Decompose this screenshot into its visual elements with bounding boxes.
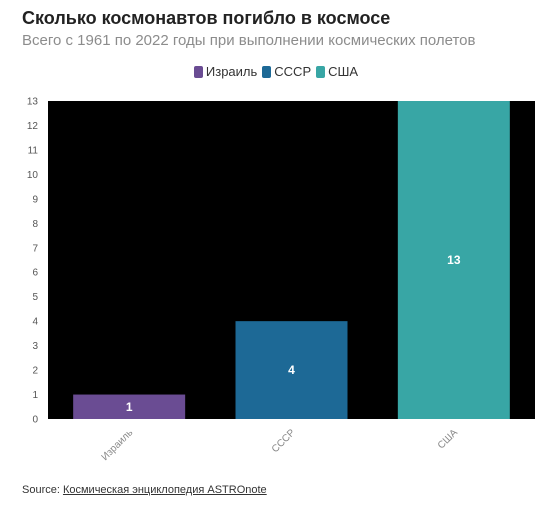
chart-subtitle: Всего с 1961 по 2022 годы при выполнении…: [22, 32, 476, 49]
x-tick-label-2: США: [436, 427, 460, 451]
chart-legend: Израиль СССР США: [0, 64, 557, 79]
legend-swatch-ussr: [262, 65, 272, 78]
y-tick-label-9: 9: [32, 194, 38, 205]
legend-swatch-usa: [316, 65, 326, 78]
y-tick-label-2: 2: [32, 366, 38, 377]
y-tick-label-5: 5: [32, 292, 38, 303]
bar-data-label-1: 4: [288, 363, 295, 377]
bar-0[interactable]: [73, 394, 186, 419]
bar-data-label-0: 1: [126, 400, 133, 414]
legend-swatch-israel: [193, 65, 203, 78]
y-tick-label-4: 4: [32, 317, 38, 328]
bar-2[interactable]: [397, 101, 510, 419]
chart-title: Сколько космонавтов погибло в космосе: [22, 8, 391, 28]
legend-item-usa[interactable]: США: [316, 64, 358, 79]
y-tick-label-12: 12: [27, 121, 39, 132]
y-tick-label-7: 7: [32, 243, 38, 254]
source-link[interactable]: Космическая энциклопедия ASTROnote: [62, 484, 267, 496]
legend-label-israel: Израиль: [205, 64, 258, 79]
bar-1[interactable]: [235, 321, 348, 419]
y-tick-label-8: 8: [32, 219, 38, 230]
y-tick-label-10: 10: [27, 170, 39, 181]
legend-item-israel[interactable]: Израиль: [193, 64, 258, 79]
y-tick-label-3: 3: [32, 341, 38, 352]
legend-label-usa: США: [328, 64, 359, 79]
y-tick-label-13: 13: [27, 97, 39, 108]
x-axis-ticks: Израиль СССР США: [100, 427, 461, 463]
x-tick-label-0: Израиль: [100, 427, 136, 463]
y-tick-label-0: 0: [32, 415, 38, 426]
source-note: Source: Космическая энциклопедия ASTROno…: [22, 484, 267, 496]
legend-label-ussr: СССР: [274, 64, 312, 79]
source-prefix: Source:: [22, 484, 63, 496]
y-tick-label-1: 1: [32, 390, 38, 401]
y-tick-label-6: 6: [32, 268, 38, 279]
x-tick-label-1: СССР: [270, 427, 298, 455]
y-tick-label-11: 11: [28, 145, 39, 156]
bars: 1 4 13: [73, 101, 510, 419]
bar-data-label-2: 13: [447, 253, 461, 267]
legend-item-ussr[interactable]: СССР: [262, 64, 311, 79]
